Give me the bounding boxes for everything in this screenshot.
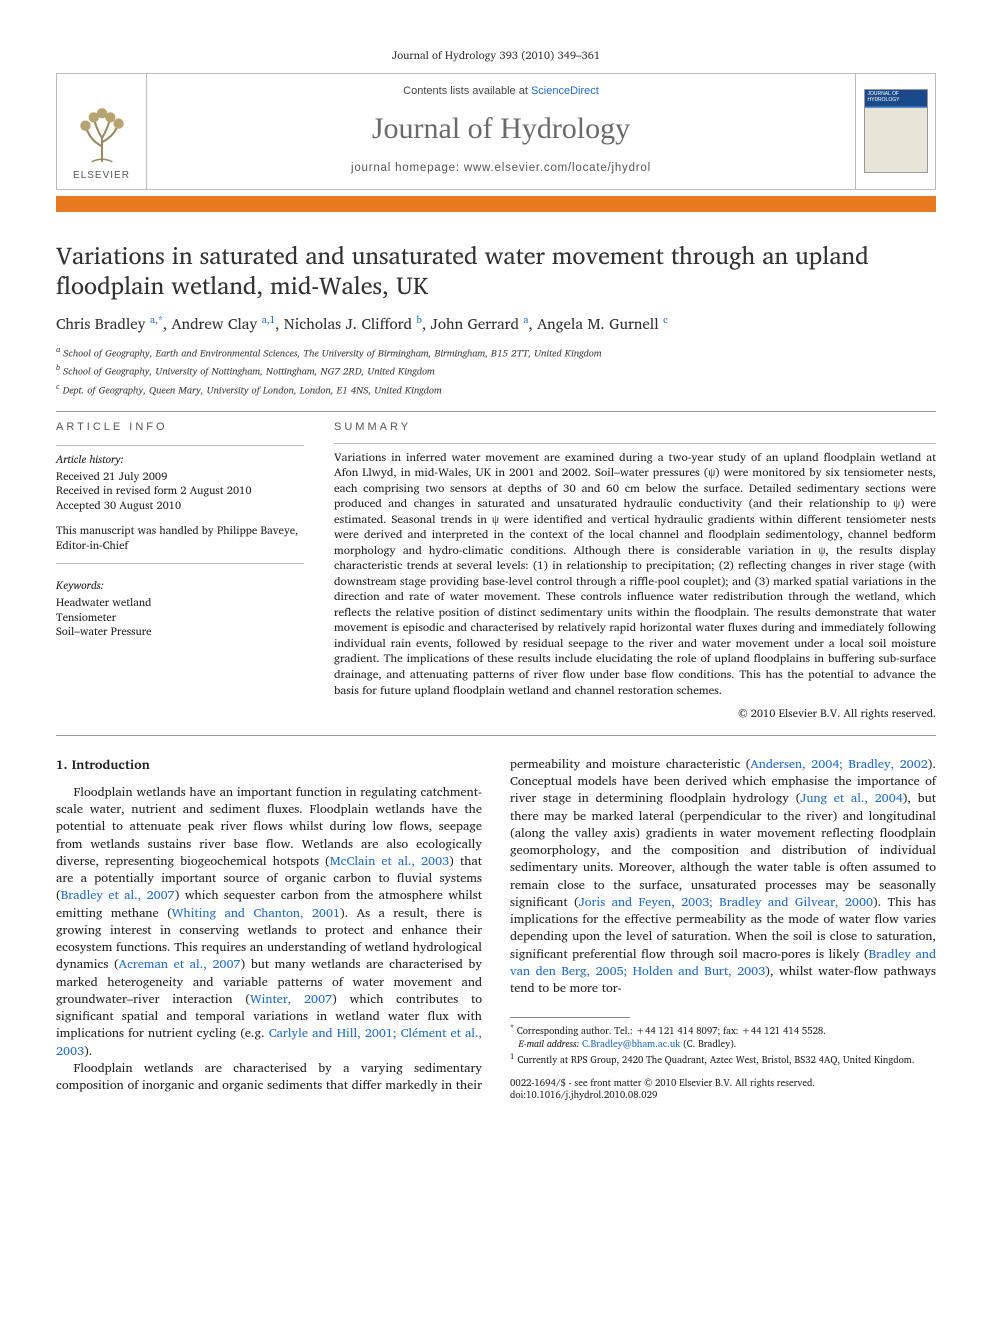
homepage-line: journal homepage: www.elsevier.com/locat… <box>155 161 847 177</box>
abstract-copyright: © 2010 Elsevier B.V. All rights reserved… <box>334 706 936 721</box>
doi-line: doi:10.1016/j.jhydrol.2010.08.029 <box>510 1090 936 1102</box>
journal-header: ELSEVIER Contents lists available at Sci… <box>56 73 936 190</box>
author-email[interactable]: C.Bradley@bham.ac.uk <box>582 1037 680 1052</box>
author-1: Chris Bradley a,* <box>56 311 163 336</box>
info-rule-2 <box>56 563 304 564</box>
affiliation-b: b School of Geography, University of Not… <box>56 362 936 378</box>
rule-top <box>56 411 936 412</box>
header-center: Contents lists available at ScienceDirec… <box>147 74 855 189</box>
author-5: Angela M. Gurnell c <box>537 311 668 336</box>
rule-mid <box>56 735 936 736</box>
front-matter-copyright: 0022-1694/$ - see front matter © 2010 El… <box>510 1078 936 1103</box>
author-2: Andrew Clay a,1 <box>171 311 275 336</box>
summary-heading: SUMMARY <box>334 420 936 435</box>
body-columns: 1. Introduction Floodplain wetlands have… <box>56 756 936 1103</box>
history-label: Article history: <box>56 452 304 467</box>
article-info-heading: ARTICLE INFO <box>56 420 304 435</box>
cover-thumb-cell <box>855 74 935 189</box>
article-info-block: ARTICLE INFO Article history: Received 2… <box>56 420 304 721</box>
history-accepted: Accepted 30 August 2010 <box>56 498 304 513</box>
publisher-name: ELSEVIER <box>73 169 130 183</box>
publisher-logo-cell: ELSEVIER <box>57 74 147 189</box>
elsevier-tree-icon <box>71 105 133 167</box>
contents-prefix: Contents lists available at <box>403 85 531 97</box>
keyword-3: Soil–water Pressure <box>56 624 304 639</box>
journal-name: Journal of Hydrology <box>155 109 847 150</box>
editor-note: This manuscript was handled by Philippe … <box>56 523 304 553</box>
info-rule <box>56 445 304 446</box>
section-1-heading: 1. Introduction <box>56 756 482 774</box>
affiliation-c: c Dept. of Geography, Queen Mary, Univer… <box>56 381 936 397</box>
homepage-url[interactable]: www.elsevier.com/locate/jhydrol <box>464 162 651 174</box>
footnote-rule <box>510 1017 630 1018</box>
author-list: Chris Bradley a,*, Andrew Clay a,1, Nich… <box>56 314 936 334</box>
intro-para-1: Floodplain wetlands have an important fu… <box>56 784 482 1060</box>
journal-cover-thumb <box>864 89 928 173</box>
summary-rule <box>334 443 936 444</box>
email-line: E-mail address: C.Bradley@bham.ac.uk (C.… <box>510 1039 936 1051</box>
author-4: John Gerrard a <box>431 311 529 336</box>
footnote-1: 1 Currently at RPS Group, 2420 The Quadr… <box>510 1051 936 1068</box>
homepage-prefix: journal homepage: <box>351 162 464 174</box>
abstract-text: Variations in inferred water movement ar… <box>334 450 936 698</box>
author-3: Nicholas J. Clifford b <box>284 311 422 336</box>
citation-line: Journal of Hydrology 393 (2010) 349–361 <box>56 48 936 63</box>
affiliation-a: a School of Geography, Earth and Environ… <box>56 344 936 360</box>
keywords-label: Keywords: <box>56 578 304 593</box>
contents-available-line: Contents lists available at ScienceDirec… <box>155 84 847 99</box>
summary-block: SUMMARY Variations in inferred water mov… <box>334 420 936 721</box>
article-title: Variations in saturated and unsaturated … <box>56 240 936 300</box>
info-summary-row: ARTICLE INFO Article history: Received 2… <box>56 420 936 721</box>
accent-bar <box>56 196 936 212</box>
sciencedirect-link[interactable]: ScienceDirect <box>531 85 599 97</box>
